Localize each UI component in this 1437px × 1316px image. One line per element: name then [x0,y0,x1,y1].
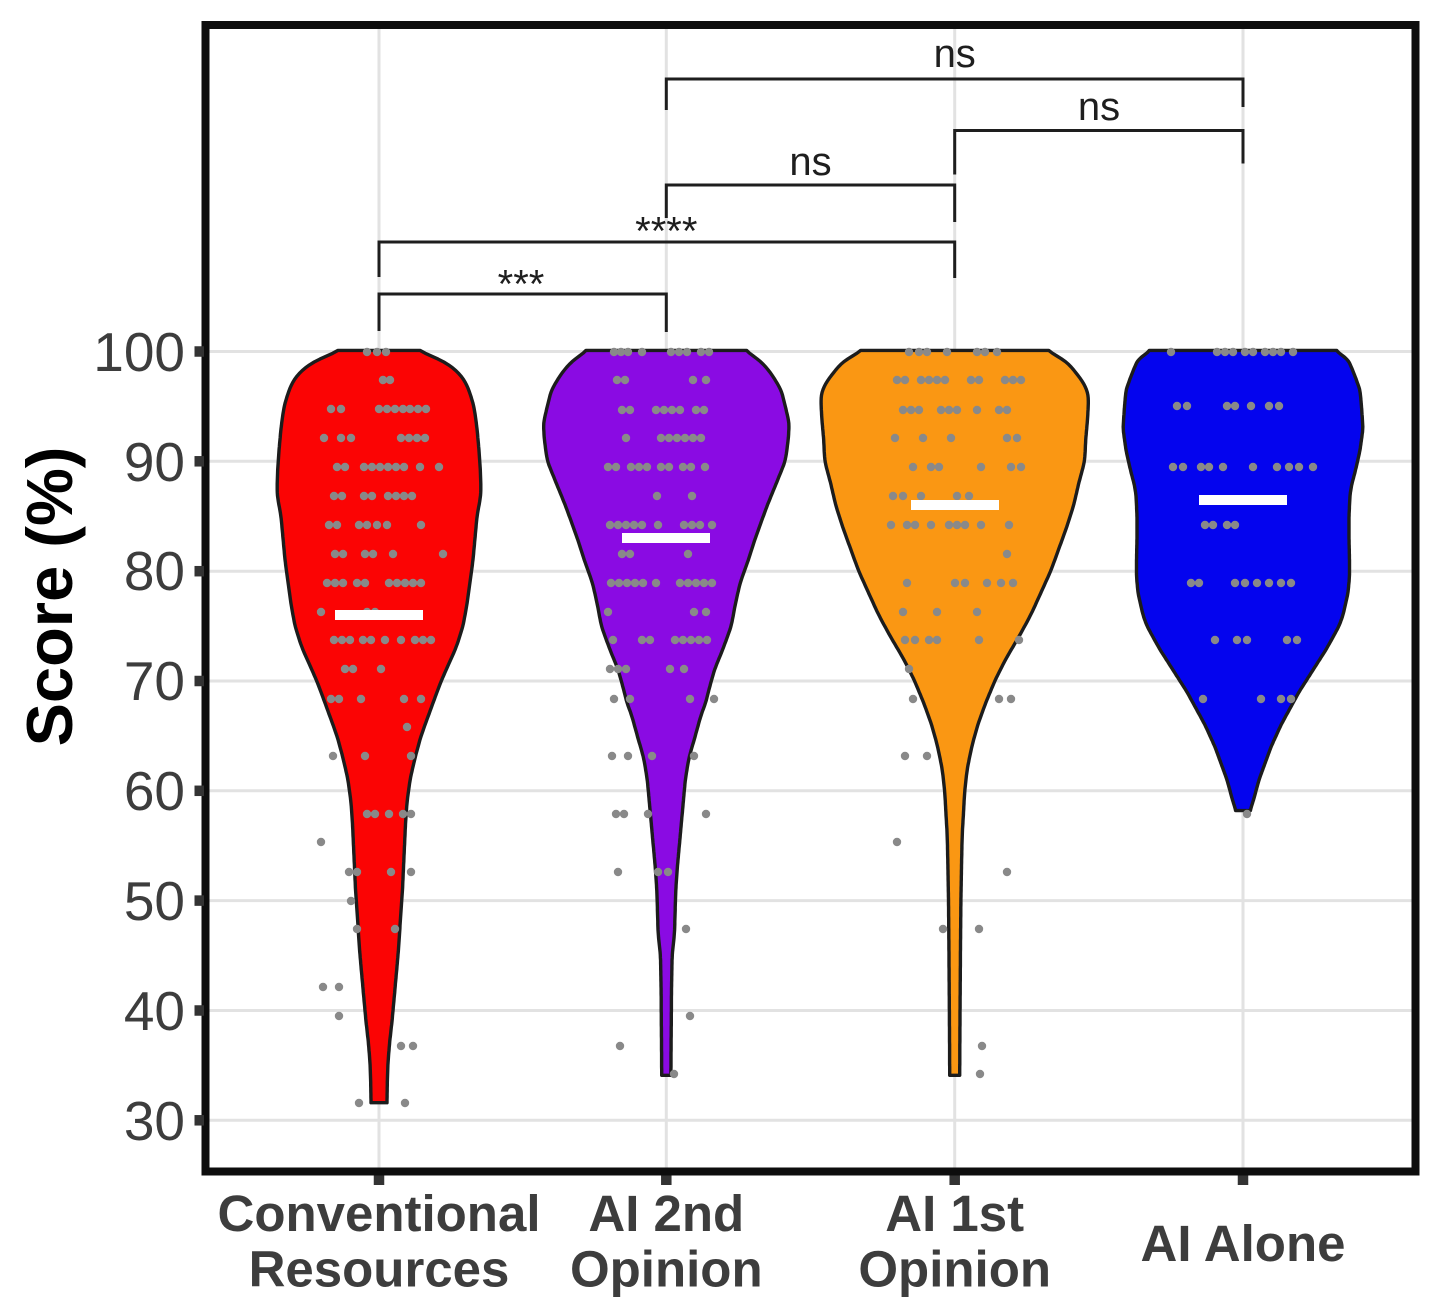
svg-text:***: *** [498,263,545,307]
svg-text:AI 2nd: AI 2nd [588,1185,744,1242]
svg-text:70: 70 [124,650,185,712]
svg-text:30: 30 [124,1090,185,1152]
svg-text:90: 90 [124,431,185,493]
svg-text:Resources: Resources [249,1241,510,1298]
svg-text:ns: ns [789,140,831,184]
svg-text:AI Alone: AI Alone [1141,1215,1346,1272]
svg-text:ns: ns [1078,85,1120,129]
svg-text:Opinion: Opinion [858,1241,1051,1298]
svg-text:Conventional: Conventional [217,1185,540,1242]
svg-text:Score (%): Score (%) [13,447,86,747]
svg-text:100: 100 [93,321,185,383]
svg-text:40: 40 [124,980,185,1042]
svg-text:ns: ns [934,32,976,76]
svg-text:50: 50 [124,870,185,932]
svg-text:60: 60 [124,760,185,822]
svg-text:****: **** [635,210,697,254]
svg-text:Opinion: Opinion [570,1241,763,1298]
svg-text:AI 1st: AI 1st [885,1185,1024,1242]
svg-text:80: 80 [124,540,185,602]
